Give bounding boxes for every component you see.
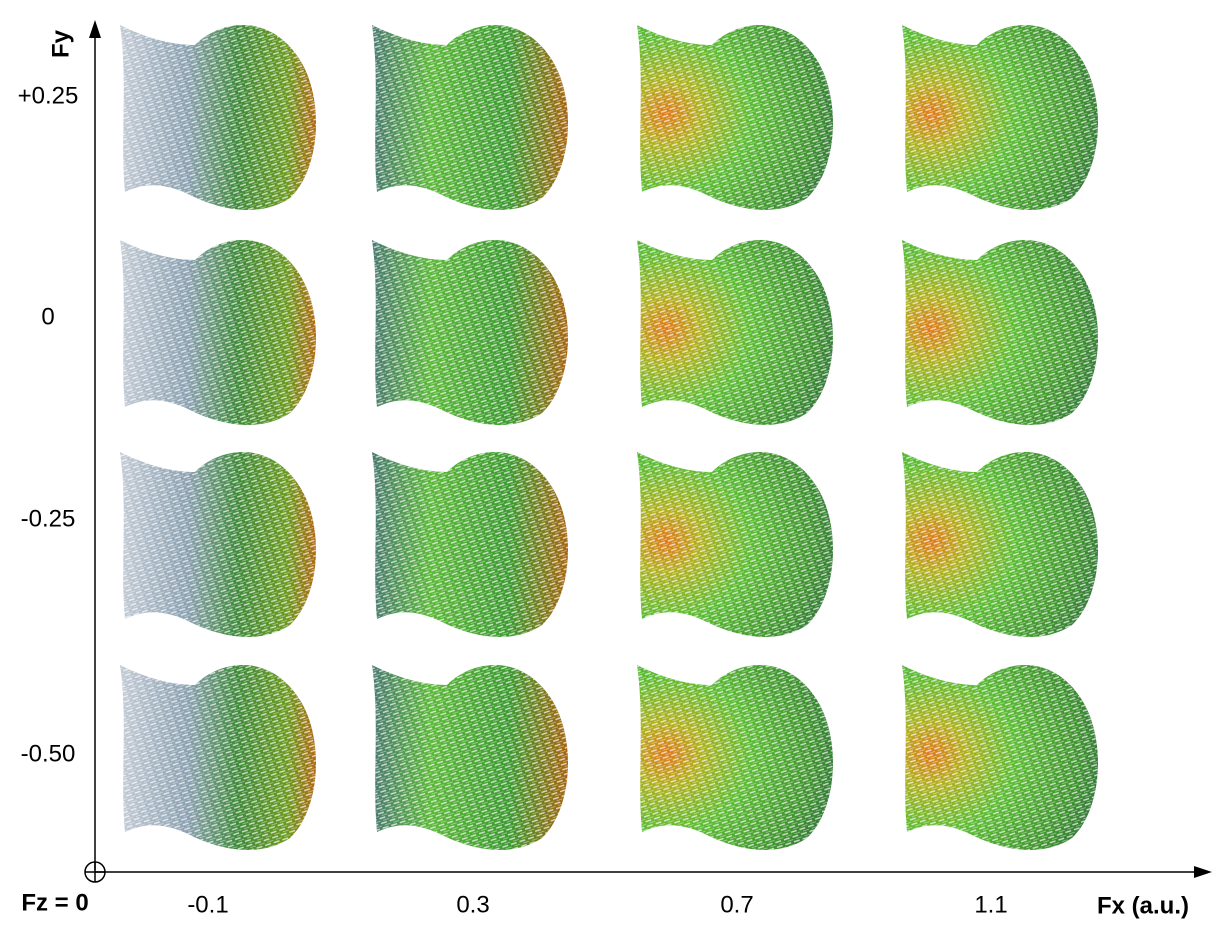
column-label: 1.1	[974, 891, 1007, 918]
vector-field-panel	[902, 665, 1099, 850]
corner-label: Fz = 0	[21, 889, 88, 916]
column-label: 0.7	[720, 891, 753, 918]
vector-field-panel	[902, 240, 1099, 425]
row-label: -0.50	[21, 740, 76, 767]
vector-field-panel	[120, 665, 317, 850]
row-label: -0.25	[21, 505, 76, 532]
vector-field-panel	[637, 452, 834, 637]
field-texture	[120, 240, 317, 425]
field-texture	[902, 665, 1099, 850]
panels	[120, 25, 1099, 850]
vector-field-panel	[372, 452, 569, 637]
vector-field-panel	[372, 665, 569, 850]
y-axis-label: Fy	[47, 29, 74, 58]
vector-field-panel	[372, 240, 569, 425]
field-texture	[120, 452, 317, 637]
field-texture	[372, 665, 569, 850]
row-label: +0.25	[18, 82, 79, 109]
field-texture	[637, 240, 834, 425]
field-texture	[902, 25, 1099, 210]
field-texture	[637, 452, 834, 637]
field-texture	[902, 452, 1099, 637]
vector-field-panel	[637, 665, 834, 850]
field-texture	[637, 665, 834, 850]
x-axis-label: Fx (a.u.)	[1097, 892, 1189, 919]
column-label: 0.3	[456, 891, 489, 918]
vector-field-panel	[372, 25, 569, 210]
vector-field-panel	[637, 25, 834, 210]
vector-field-panel	[637, 240, 834, 425]
field-texture	[637, 25, 834, 210]
y-arrow	[89, 20, 101, 38]
field-texture	[120, 25, 317, 210]
field-texture	[902, 240, 1099, 425]
column-label: -0.1	[187, 891, 228, 918]
row-label: 0	[41, 303, 54, 330]
vector-field-panel	[120, 452, 317, 637]
vector-field-panel	[120, 25, 317, 210]
field-texture	[372, 25, 569, 210]
field-texture	[372, 452, 569, 637]
field-texture	[120, 665, 317, 850]
vector-field-panel	[120, 240, 317, 425]
vector-field-panel	[902, 25, 1099, 210]
field-texture	[372, 240, 569, 425]
vector-field-panel	[902, 452, 1099, 637]
x-arrow	[1194, 866, 1212, 878]
